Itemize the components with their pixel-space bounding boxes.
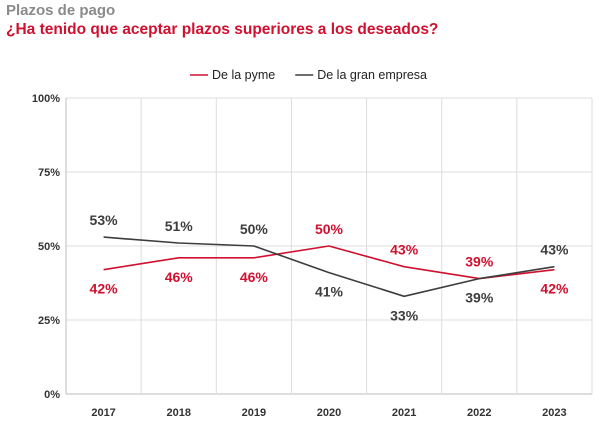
legend-label-gran_empresa: De la gran empresa [317,68,427,82]
x-tick-label: 2019 [242,407,266,419]
data-label-pyme: 46% [165,269,194,285]
data-label-gran_empresa: 41% [315,284,344,300]
data-label-pyme: 42% [540,281,569,297]
data-label-gran_empresa: 39% [465,290,494,306]
data-label-gran_empresa: 53% [90,212,119,228]
chart-kicker: Plazos de pago [6,2,116,19]
data-label-gran_empresa: 33% [390,307,419,323]
data-label-gran_empresa: 51% [165,218,194,234]
data-label-pyme: 39% [465,254,494,270]
y-tick-label: 25% [38,315,60,327]
series-line-gran_empresa [103,236,555,298]
x-tick-label: 2023 [542,407,566,419]
data-label-pyme: 46% [240,269,269,285]
chart-question: ¿Ha tenido que aceptar plazos superiores… [6,21,439,38]
x-tick-label: 2021 [392,407,416,419]
x-tick-label: 2022 [467,407,491,419]
data-label-pyme: 50% [315,221,344,237]
y-tick-label: 50% [38,241,60,253]
x-tick-label: 2020 [317,407,341,419]
data-label-gran_empresa: 43% [540,242,569,258]
data-label-pyme: 42% [90,281,119,297]
y-tick-label: 0% [44,389,60,401]
y-tick-label: 75% [38,167,60,179]
y-tick-label: 100% [32,93,60,105]
x-tick-label: 2017 [91,407,115,419]
x-tick-label: 2018 [166,407,190,419]
data-label-pyme: 43% [390,242,419,258]
data-label-gran_empresa: 50% [240,221,269,237]
legend-label-pyme: De la pyme [212,68,275,82]
